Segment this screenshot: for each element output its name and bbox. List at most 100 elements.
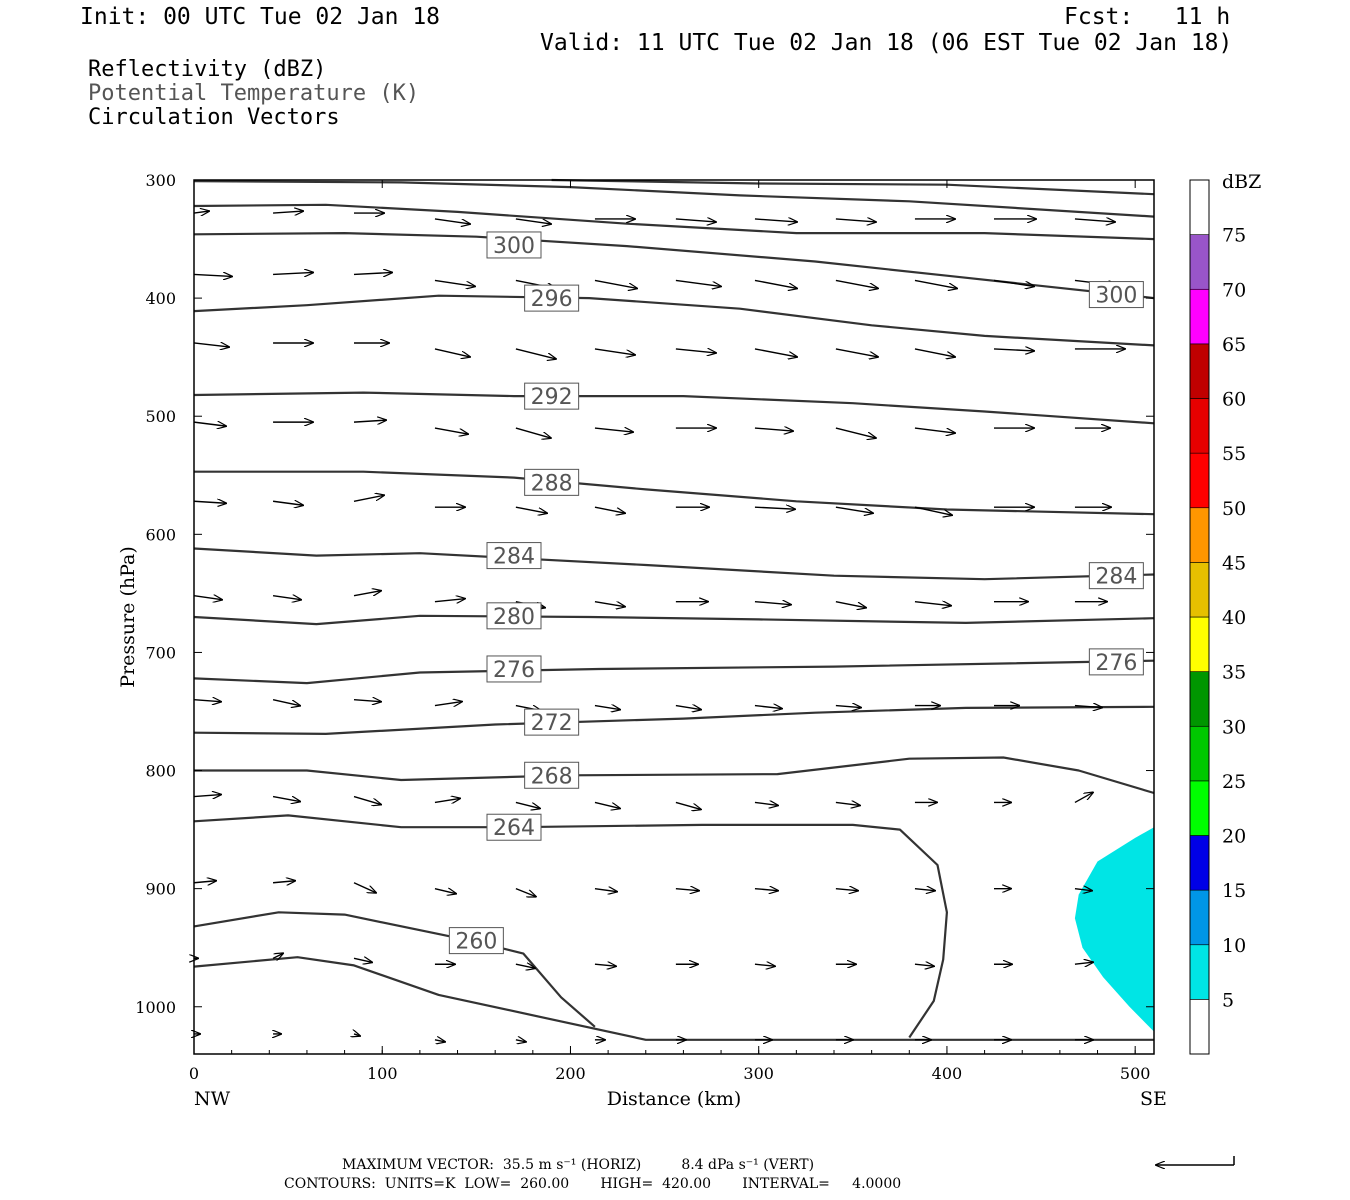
circulation-vector [1074,962,1093,964]
axes: 0 100 200 300 400 500 300 400 500 600 700 800 900 100… [135,171,1154,1083]
colorbar-level-label: 60 [1222,389,1246,411]
circulation-vector [272,698,300,706]
x-tick-label: 0 [189,1064,199,1083]
circulation-vector [272,501,303,505]
circulation-vector [594,506,625,513]
circulation-vector [594,889,617,892]
circulation-vector [835,219,876,222]
circulation-vector [1074,792,1093,804]
circulation-vector [353,420,386,422]
circulation-vector [594,801,620,808]
circulation-vector [193,795,221,797]
isentrope-label: 260 [455,930,497,955]
circulation-vector [675,706,701,710]
colorbar-segment [1189,944,1210,1000]
colorbar-level-label: 65 [1222,334,1246,356]
isentrope-260 [193,911,596,1028]
circulation-vector [754,706,782,709]
isentrope-label-box [486,542,542,570]
isentrope-312 [551,178,1155,196]
circulation-vector [515,887,536,897]
y-tick-label: 1000 [135,998,176,1017]
x-end-left-label: NW [194,1088,231,1110]
circulation-vector [193,422,226,426]
colorbar-segment [1189,179,1210,235]
circulation-vector [434,218,470,224]
circulation-vector [273,211,303,213]
isentrope-label-box [1088,562,1144,590]
circulation-vector [515,964,535,968]
isentrope-284 [193,547,1155,581]
colorbar-segment [1189,999,1210,1055]
colorbar-level-label: 35 [1222,662,1246,684]
y-tick-label: 300 [145,171,176,190]
circulation-vector [193,501,226,503]
isentrope-label: 272 [531,711,573,736]
isentrope-268 [194,756,1155,795]
reflectivity-shading [1074,827,1154,1032]
circulation-vector [594,706,620,710]
circulation-vector [353,795,381,805]
x-tick-label: 200 [555,1064,586,1083]
isentrope-label: 284 [1095,565,1137,590]
colorbar-level-label: 15 [1222,880,1246,902]
x-tick-label: 400 [932,1064,963,1083]
circulation-vector [1074,706,1102,708]
circulation-vector [353,272,392,274]
isentrope-label-box [1088,281,1144,309]
y-tick-label: 600 [145,525,176,544]
valid-time: Valid: 11 UTC Tue 02 Jan 18 (06 EST Tue … [540,30,1233,56]
circulation-vector [835,427,876,438]
circulation-vector [515,506,547,513]
colorbar-level-label: 50 [1222,498,1246,520]
circulation-vector [914,279,957,288]
contour-labels: 260 264 268 272 276 276 280 284 284 288 292 296 300 3… [448,231,1144,955]
circulation-vector [675,219,716,222]
circulation-vector [835,279,878,288]
isentrope-label-box [448,927,504,955]
circulation-vector [354,1034,360,1036]
circulation-vector [754,507,795,509]
circulation-vector [193,343,229,347]
y-tick-label: 800 [145,762,176,781]
field-circulation-vectors: Circulation Vectors [88,105,340,130]
field-reflectivity: Reflectivity (dBZ) [88,57,327,82]
circulation-vector [835,889,858,891]
colorbar-segment [1189,780,1210,836]
isentrope-label-box [524,382,580,410]
circulation-vector [914,427,955,433]
colorbar-segment [1189,452,1210,509]
circulation-vector [272,795,300,802]
circulation-vector [193,881,216,883]
circulation-vector [754,802,778,805]
circulation-vector [675,349,716,353]
circulation-vector [675,801,701,809]
circulation-vector [754,889,778,891]
circulation-vector [273,272,313,274]
circulation-vector [515,801,540,808]
colorbar-segment [1189,725,1210,782]
reflectivity-area [1074,827,1154,1032]
colorbar-segment [1189,343,1210,399]
isentrope-label-box [1088,648,1144,676]
circulation-vector [594,428,633,432]
colorbar-segment [1189,398,1210,454]
circulation-vector [594,600,625,607]
isentrope-272 [193,705,1155,735]
isentrope-label-box [486,602,542,630]
isentrope-label: 288 [531,471,573,496]
circulation-vector [835,802,860,805]
isentrope-264 [193,814,948,1039]
reference-vector [1156,1156,1235,1165]
colorbar-segment [1189,507,1210,563]
isentrope-292 [193,391,1155,425]
circulation-vector [353,958,372,962]
circulation-vector [353,591,381,597]
colorbar: 5 10 15 20 25 30 35 40 45 50 55 60 65 70 75 [1189,179,1246,1055]
circulation-vector [272,596,301,600]
circulation-vector [193,700,221,702]
colorbar-unit: dBZ [1222,171,1261,193]
colorbar-level-label: 70 [1222,279,1246,301]
isentrope-280 [193,614,1155,626]
